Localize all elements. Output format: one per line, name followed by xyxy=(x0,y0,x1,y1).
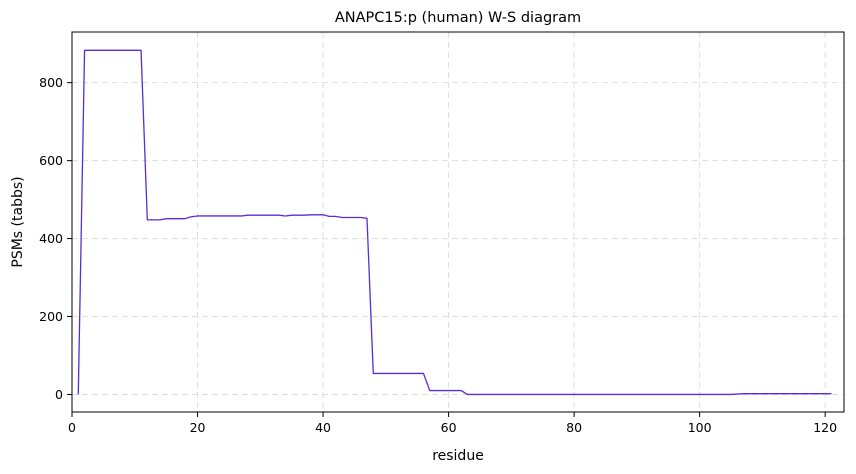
x-axis-label: residue xyxy=(432,448,484,464)
y-tick-label: 0 xyxy=(55,387,63,402)
y-tick-label: 200 xyxy=(39,309,63,324)
x-tick-label: 0 xyxy=(68,420,76,435)
x-tick-label: 40 xyxy=(315,420,331,435)
x-tick-label: 20 xyxy=(190,420,206,435)
y-axis-label: PSMs (tabbs) xyxy=(10,176,26,267)
x-tick-label: 100 xyxy=(688,420,712,435)
y-tick-label: 400 xyxy=(39,231,63,246)
tick-layer: 0 20 40 60 80 100 120 0 200 400 600 800 xyxy=(39,75,837,435)
x-tick-label: 60 xyxy=(441,420,457,435)
chart-title: ANAPC15:p (human) W-S diagram xyxy=(335,10,581,26)
x-tick-label: 80 xyxy=(566,420,582,435)
grid-layer xyxy=(71,32,844,412)
series-line xyxy=(77,49,832,396)
x-tick-label: 120 xyxy=(813,420,837,435)
plot-frame xyxy=(71,31,845,413)
y-tick-label: 600 xyxy=(39,153,63,168)
series-layer xyxy=(77,49,832,396)
y-tick-label: 800 xyxy=(39,75,63,90)
